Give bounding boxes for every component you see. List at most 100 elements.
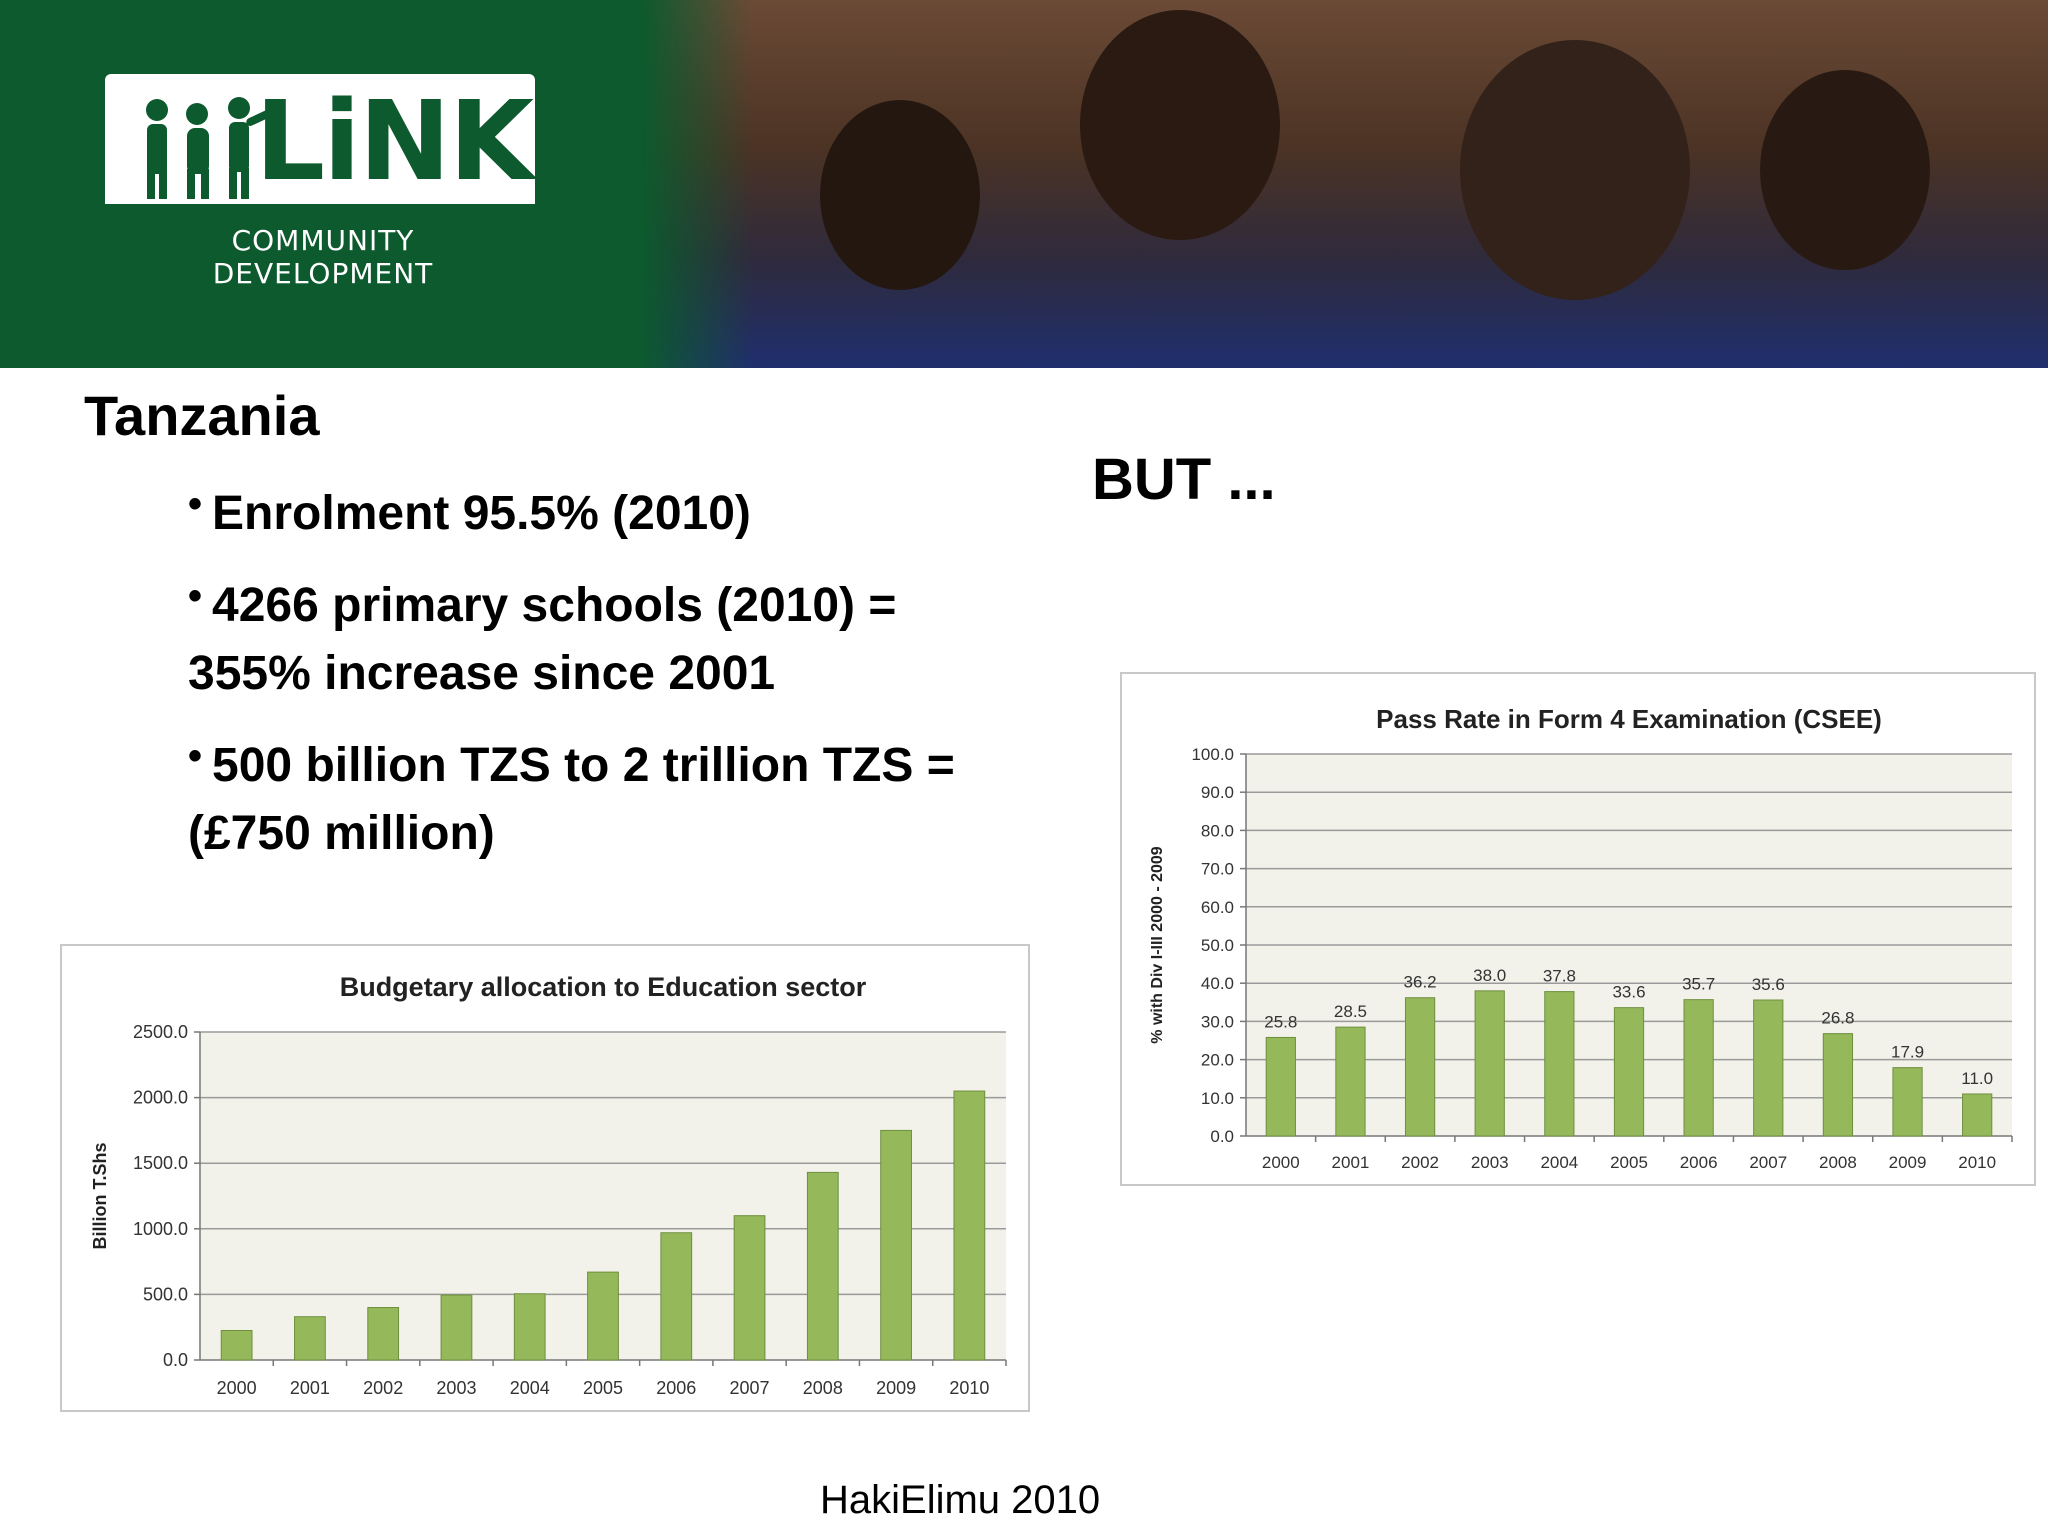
y-tick-label: 20.0 — [1201, 1051, 1234, 1070]
chart-title: Budgetary allocation to Education sector — [340, 972, 867, 1002]
bar — [1613, 1007, 1645, 1137]
y-tick-label: 2000.0 — [133, 1088, 188, 1108]
data-label: 35.7 — [1682, 975, 1715, 994]
data-label: 33.6 — [1612, 983, 1645, 1002]
photo-child-3 — [820, 100, 980, 290]
header-banner: LiNK COMMUNITY DEVELOPMENT — [0, 0, 2048, 368]
logo-subtitle-bar — [105, 204, 535, 304]
x-tick-label: 2007 — [1749, 1153, 1787, 1172]
bullet-item-budget: • 500 billion TZS to 2 trillion TZS = (£7… — [188, 734, 955, 860]
data-label: 11.0 — [1961, 1069, 1993, 1088]
x-tick-label: 2003 — [436, 1378, 476, 1398]
bar — [1474, 990, 1505, 1137]
bar — [1753, 999, 1784, 1137]
y-tick-label: 70.0 — [1201, 860, 1234, 879]
data-label: 25.8 — [1264, 1012, 1297, 1031]
y-tick-label: 60.0 — [1201, 898, 1234, 917]
pass-rate-chart-svg: Pass Rate in Form 4 Examination (CSEE) % … — [1149, 704, 2013, 1172]
y-tick-label: 0.0 — [1210, 1127, 1234, 1146]
bullet-item-enrolment: • Enrolment 95.5% (2010) — [188, 482, 751, 540]
pass-rate-chart: Pass Rate in Form 4 Examination (CSEE) % … — [1120, 672, 2036, 1186]
x-tick-label: 2001 — [290, 1378, 330, 1398]
x-tick-label: 2000 — [1262, 1153, 1300, 1172]
y-tick-label: 30.0 — [1201, 1012, 1234, 1031]
bar — [1404, 997, 1436, 1137]
x-tick-label: 2002 — [1401, 1153, 1439, 1172]
data-label: 17.9 — [1891, 1043, 1924, 1062]
bar — [733, 1215, 766, 1361]
bar — [1683, 999, 1714, 1137]
chart-title: Pass Rate in Form 4 Examination (CSEE) — [1376, 704, 1882, 734]
logo-subtitle: COMMUNITY DEVELOPMENT — [212, 224, 434, 290]
bullet-dot-icon: • — [188, 734, 203, 778]
source-footer: HakiElimu 2010 — [820, 1478, 1101, 1522]
bar — [294, 1316, 326, 1361]
x-tick-label: 2009 — [876, 1378, 916, 1398]
y-tick-label: 1500.0 — [133, 1153, 188, 1173]
x-tick-label: 2006 — [656, 1378, 696, 1398]
data-label: 35.6 — [1752, 975, 1785, 994]
x-tick-label: 2010 — [949, 1378, 989, 1398]
bar — [806, 1171, 839, 1361]
bar — [1822, 1033, 1854, 1137]
x-tick-label: 2001 — [1332, 1153, 1370, 1172]
x-tick-label: 2005 — [583, 1378, 623, 1398]
but-heading: BUT ... — [1092, 447, 1276, 512]
bar — [1962, 1093, 1993, 1137]
slide-title: Tanzania — [84, 384, 320, 447]
data-label: 38.0 — [1473, 966, 1506, 985]
data-label: 28.5 — [1334, 1002, 1367, 1021]
bar — [1544, 991, 1575, 1137]
bar — [660, 1232, 693, 1361]
bar — [1892, 1067, 1923, 1137]
budget-chart-svg: Budgetary allocation to Education sector… — [90, 972, 1007, 1398]
y-axis-label: Billion T.Shs — [90, 1142, 110, 1249]
data-label: 37.8 — [1543, 967, 1576, 986]
budget-chart: Budgetary allocation to Education sector… — [60, 944, 1030, 1412]
x-tick-label: 2008 — [1819, 1153, 1857, 1172]
y-tick-label: 90.0 — [1201, 783, 1234, 802]
data-label: 26.8 — [1821, 1009, 1854, 1028]
bar — [880, 1129, 912, 1361]
bar — [1335, 1026, 1366, 1137]
y-tick-label: 100.0 — [1191, 745, 1234, 764]
x-tick-label: 2006 — [1680, 1153, 1718, 1172]
y-axis-label: % with Div I-III 2000 - 2009 — [1149, 846, 1166, 1044]
photo-child-2 — [1460, 40, 1690, 300]
y-tick-label: 500.0 — [143, 1284, 188, 1304]
x-tick-label: 2008 — [803, 1378, 843, 1398]
bullet-dot-icon: • — [188, 482, 203, 526]
y-tick-label: 80.0 — [1201, 821, 1234, 840]
photo-child-4 — [1760, 70, 1930, 270]
bar — [513, 1293, 546, 1361]
link-logo: LiNK COMMUNITY DEVELOPMENT — [105, 74, 535, 304]
x-tick-label: 2009 — [1889, 1153, 1927, 1172]
bar — [1265, 1036, 1296, 1137]
x-tick-label: 2002 — [363, 1378, 403, 1398]
data-label: 36.2 — [1404, 973, 1437, 992]
x-tick-label: 2003 — [1471, 1153, 1509, 1172]
y-tick-label: 10.0 — [1201, 1089, 1234, 1108]
x-tick-label: 2004 — [1540, 1153, 1578, 1172]
bar — [587, 1271, 619, 1361]
y-tick-label: 1000.0 — [133, 1219, 188, 1239]
photo-child-1 — [1080, 10, 1280, 240]
y-tick-label: 50.0 — [1201, 936, 1234, 955]
y-tick-label: 2500.0 — [133, 1022, 188, 1042]
logo-wordmark: LiNK — [255, 77, 534, 205]
x-tick-label: 2007 — [730, 1378, 770, 1398]
bar — [440, 1294, 473, 1361]
x-tick-label: 2005 — [1610, 1153, 1648, 1172]
x-tick-label: 2010 — [1958, 1153, 1996, 1172]
bullet-item-schools: • 4266 primary schools (2010) = 355% incr… — [188, 574, 897, 700]
bullet-dot-icon: • — [188, 574, 203, 618]
y-tick-label: 0.0 — [163, 1350, 188, 1370]
bullet-list: • Enrolment 95.5% (2010) • 4266 primary sc… — [188, 470, 988, 882]
bar — [220, 1329, 253, 1361]
x-tick-label: 2000 — [217, 1378, 257, 1398]
x-tick-label: 2004 — [510, 1378, 550, 1398]
people-figures-icon — [146, 97, 275, 199]
bar — [953, 1090, 986, 1361]
bar — [367, 1307, 400, 1361]
classroom-photo — [640, 0, 2048, 368]
